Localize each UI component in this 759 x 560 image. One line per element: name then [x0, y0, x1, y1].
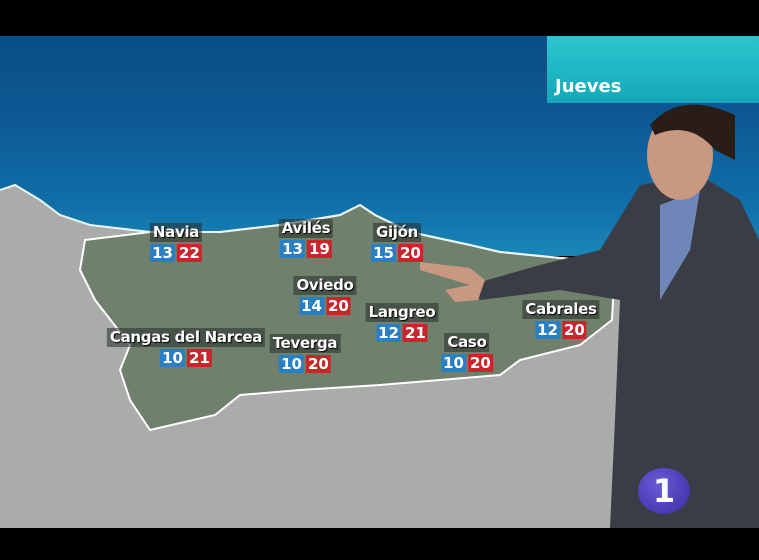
- max-temp: 19: [307, 240, 332, 258]
- max-temp: 20: [561, 321, 587, 339]
- min-temp: 13: [150, 244, 175, 262]
- city-name: Navia: [149, 223, 203, 242]
- max-temp: 20: [326, 297, 351, 315]
- city-oviedo: Oviedo 14 20: [293, 275, 357, 315]
- max-temp: 20: [468, 354, 493, 372]
- city-name: Langreo: [365, 303, 439, 322]
- city-navia: Navia 13 22: [149, 222, 203, 262]
- min-temp: 12: [376, 324, 401, 342]
- min-temp: 14: [299, 297, 324, 315]
- presenter-hair: [650, 104, 735, 160]
- min-temp: 10: [279, 355, 304, 373]
- day-banner: Jueves: [547, 36, 759, 103]
- city-teverga: Teverga 10 20: [269, 333, 341, 373]
- min-temp: 10: [441, 354, 466, 372]
- city-name: Caso: [444, 333, 490, 352]
- city-name: Teverga: [269, 334, 341, 353]
- city-name: Oviedo: [293, 276, 357, 295]
- city-name: Gijón: [372, 223, 422, 242]
- max-temp: 20: [306, 355, 331, 373]
- min-temp: 10: [160, 349, 185, 367]
- letterbox-bottom: [0, 528, 759, 560]
- city-caso: Caso 10 20: [441, 332, 493, 372]
- min-temp: 12: [535, 321, 560, 339]
- city-langreo: Langreo 12 21: [365, 302, 439, 342]
- max-temp: 20: [398, 244, 423, 262]
- letterbox-top: [0, 0, 759, 36]
- city-name: Cabrales: [522, 300, 600, 319]
- city-cabrales: Cabrales 12 20: [522, 299, 600, 339]
- min-temp: 15: [371, 244, 396, 262]
- max-temp: 22: [177, 244, 202, 262]
- presenter-body: [470, 175, 759, 528]
- max-temp: 21: [403, 324, 428, 342]
- channel-logo: 1: [638, 468, 690, 514]
- presenter-hand: [420, 262, 485, 302]
- city-name: Cangas del Narcea: [106, 328, 266, 347]
- city-cangas-del-narcea: Cangas del Narcea 10 21: [106, 327, 266, 367]
- day-label: Jueves: [555, 76, 622, 97]
- city-gijon: Gijón 15 20: [371, 222, 423, 262]
- presenter-shirt: [660, 190, 700, 300]
- city-name: Avilés: [278, 219, 334, 238]
- min-temp: 13: [280, 240, 305, 258]
- city-aviles: Avilés 13 19: [278, 218, 334, 258]
- max-temp: 21: [186, 349, 212, 367]
